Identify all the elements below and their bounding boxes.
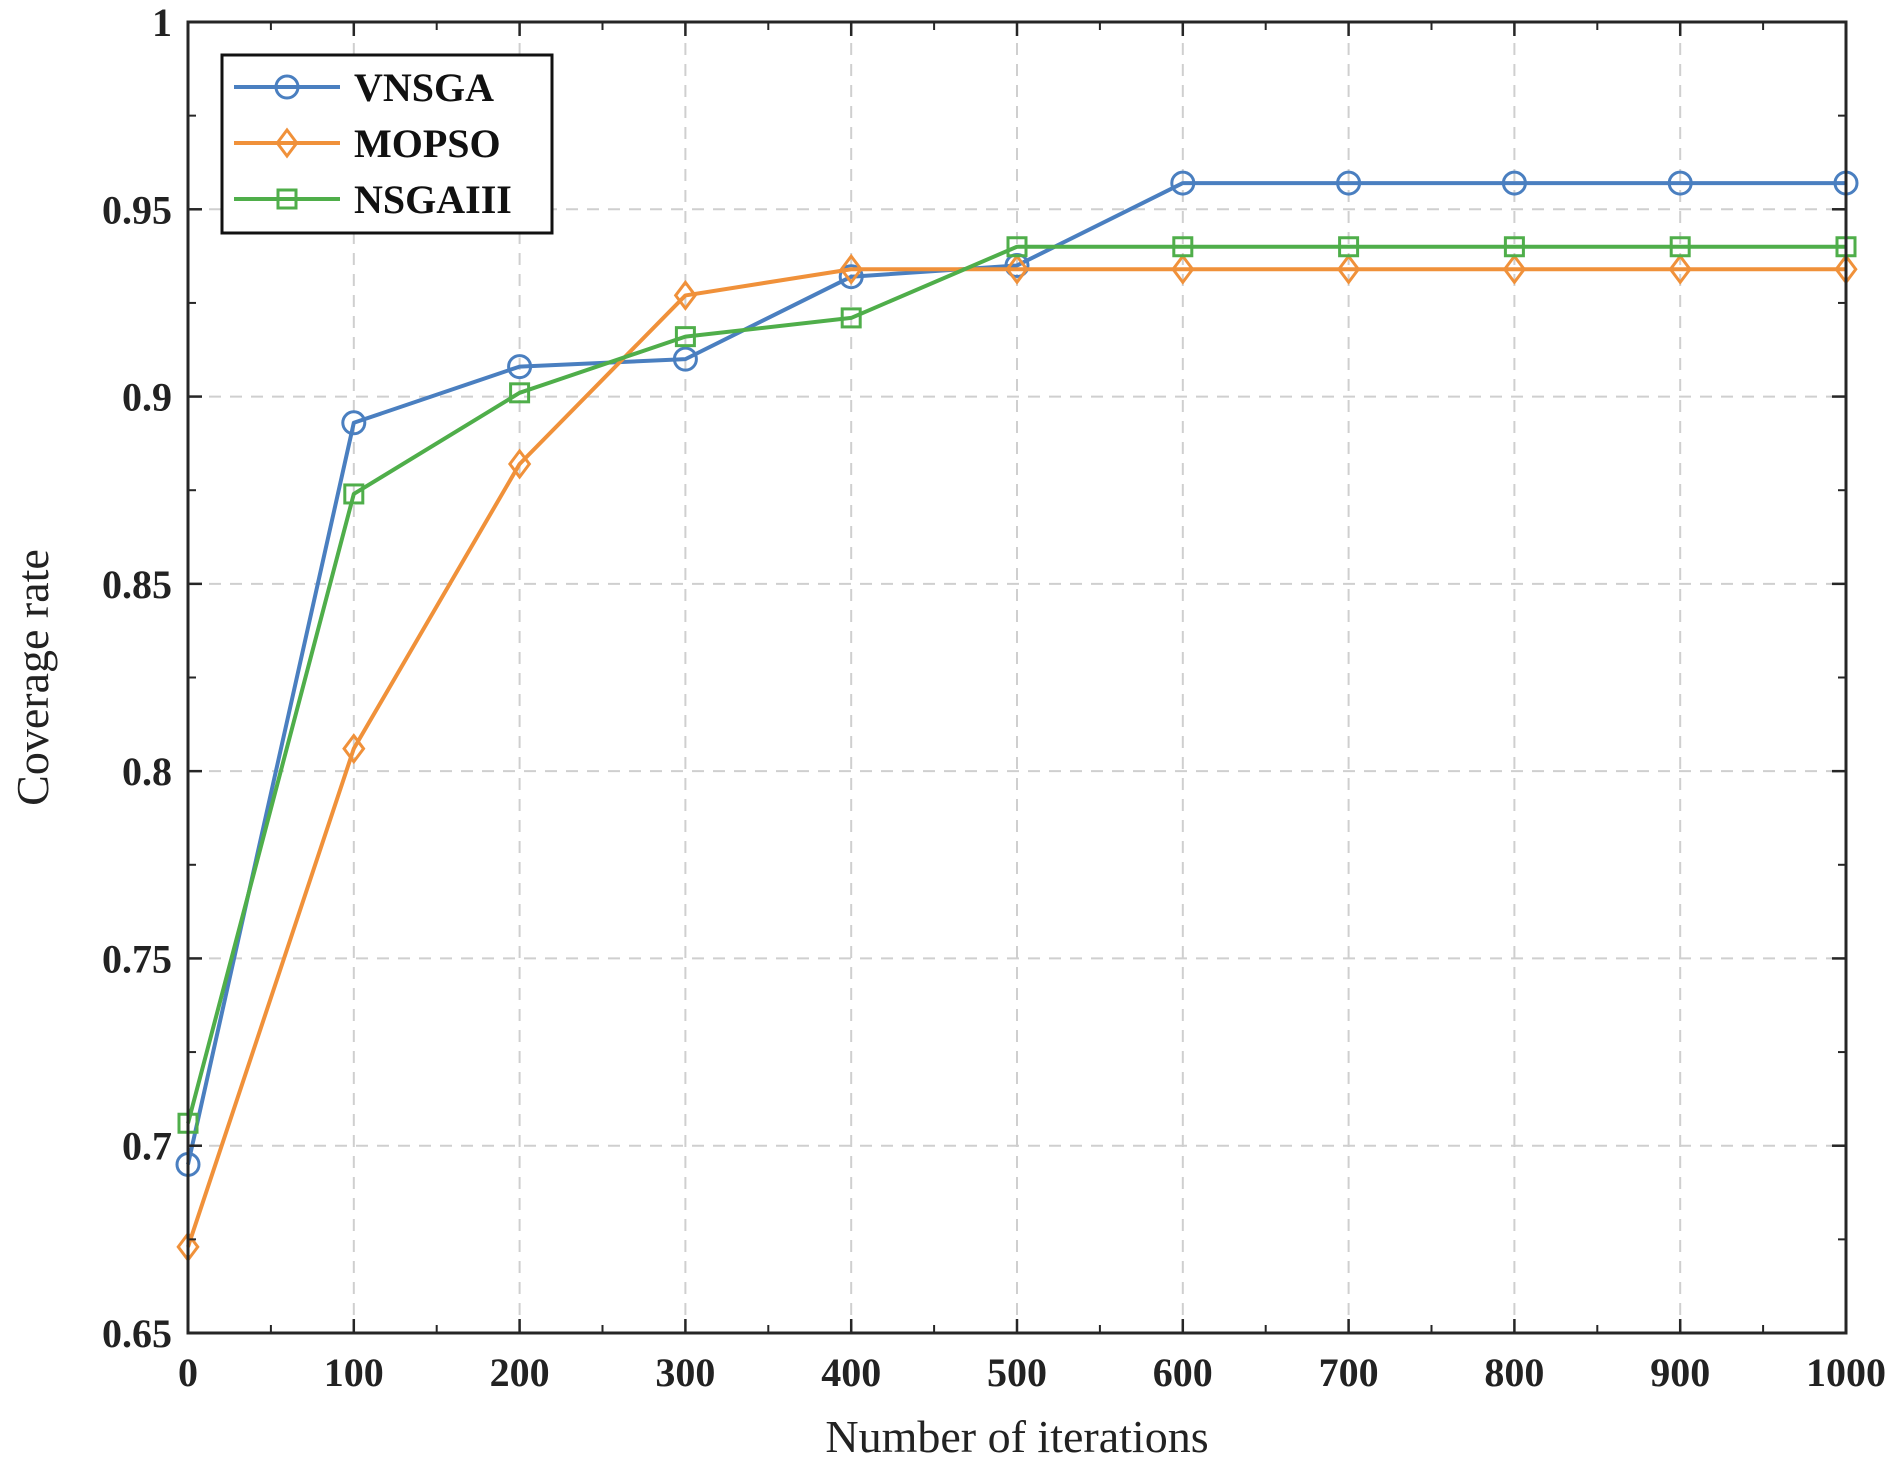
data-point — [673, 279, 698, 311]
y-tick-label: 0.75 — [102, 936, 172, 981]
data-point — [507, 354, 533, 380]
x-tick-label: 300 — [655, 1350, 715, 1395]
legend-marker — [275, 127, 299, 159]
legend-label: MOPSO — [354, 121, 501, 166]
series-layer — [175, 170, 1859, 1263]
y-tick-label: 1 — [152, 0, 172, 45]
series-vnsga — [175, 170, 1859, 1177]
data-point — [840, 307, 862, 329]
x-tick-label: 800 — [1484, 1350, 1544, 1395]
x-tick-label: 1000 — [1806, 1350, 1886, 1395]
x-tick-label: 200 — [490, 1350, 550, 1395]
data-point — [342, 733, 366, 765]
data-point — [674, 326, 696, 348]
data-point — [1502, 253, 1527, 285]
x-tick-label: 100 — [324, 1350, 384, 1395]
x-axis-title: Number of iterations — [825, 1411, 1208, 1462]
y-tick-label: 0.95 — [102, 187, 172, 232]
data-point — [509, 382, 531, 404]
data-point — [672, 346, 698, 372]
data-point — [1501, 170, 1527, 196]
x-tick-label: 700 — [1319, 1350, 1379, 1395]
x-tick-label: 600 — [1153, 1350, 1213, 1395]
data-point — [838, 264, 864, 290]
y-tick-label: 0.9 — [122, 375, 172, 420]
legend-label: VNSGA — [354, 65, 494, 110]
y-tick-label: 0.85 — [102, 562, 172, 607]
x-tick-label: 0 — [178, 1350, 198, 1395]
data-point — [1005, 253, 1029, 285]
y-axis-title: Coverage rate — [7, 549, 58, 806]
data-point — [1336, 170, 1362, 196]
y-tick-label: 0.8 — [122, 749, 172, 794]
data-point — [507, 448, 532, 480]
series-line — [186, 181, 1846, 1165]
x-tick-label: 900 — [1650, 1350, 1710, 1395]
data-point — [1171, 253, 1195, 285]
data-point — [1170, 170, 1196, 196]
data-point — [839, 253, 863, 285]
data-point — [1503, 236, 1525, 258]
data-point — [1338, 236, 1360, 258]
data-point — [341, 410, 367, 436]
data-point — [1668, 253, 1692, 285]
series-line — [186, 267, 1846, 1248]
axis-ticks — [186, 20, 1848, 1335]
legend-marker — [274, 74, 300, 100]
y-tick-label: 0.65 — [102, 1311, 172, 1356]
data-point — [1669, 236, 1691, 258]
x-tick-label: 500 — [987, 1350, 1047, 1395]
y-tick-label: 0.7 — [122, 1124, 172, 1169]
data-point — [1006, 236, 1028, 258]
legend-label: NSGAIII — [354, 177, 512, 222]
data-point — [1336, 253, 1361, 285]
legend-marker — [276, 188, 298, 210]
data-point — [343, 483, 365, 505]
series-line — [186, 244, 1846, 1124]
data-point — [1667, 170, 1693, 196]
x-tick-label: 400 — [821, 1350, 881, 1395]
legend: VNSGA MOPSO NSGAIII — [220, 53, 554, 235]
tick-labels: 0 100 200 300 400 500 600 700 800 900 1000 0.65 0.7 0… — [102, 0, 1886, 1395]
data-point — [1172, 236, 1194, 258]
